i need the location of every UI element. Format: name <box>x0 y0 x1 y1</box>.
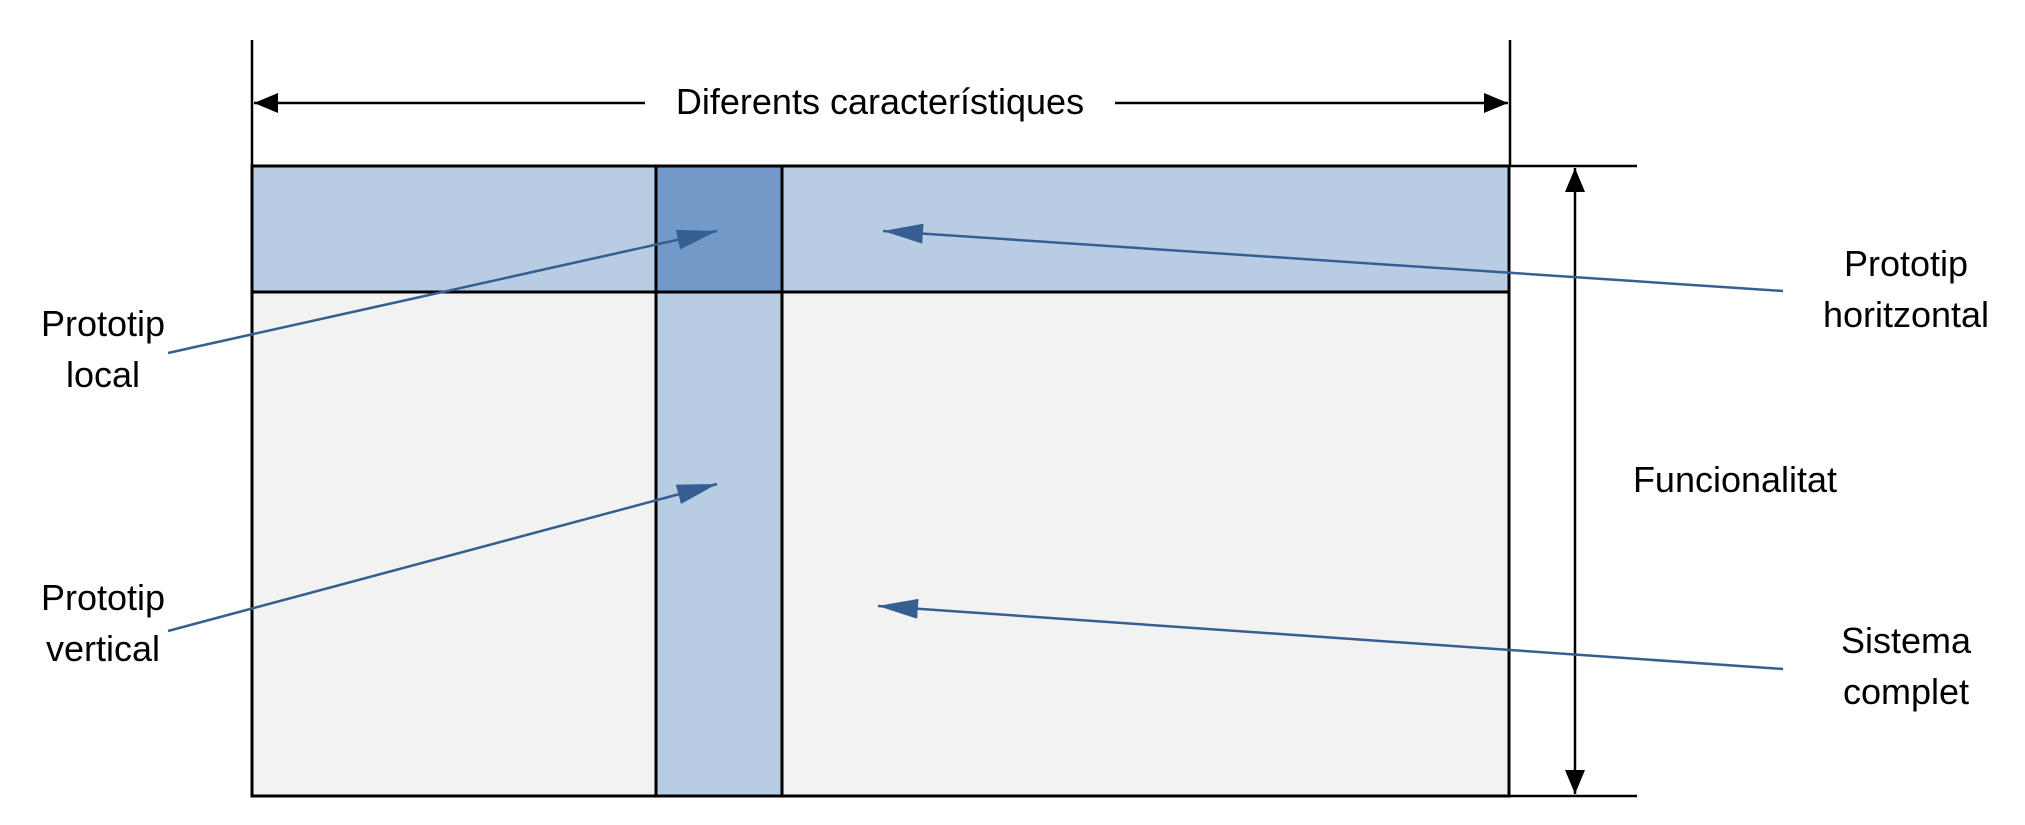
vertical-callout-arrow <box>167 482 718 633</box>
complete-label-line1: Sistema <box>1841 620 1972 661</box>
local-callout-arrow <box>167 229 718 355</box>
header-label: Diferents característiques <box>676 81 1084 122</box>
local-label-line2: local <box>66 354 140 395</box>
vertical-label-line1: Prototip <box>41 577 165 618</box>
horizontal-prototype-band <box>250 164 1511 294</box>
horizontal-callout-arrow <box>882 223 1784 293</box>
horizontal-label-line2: horitzontal <box>1823 294 1989 335</box>
complete-label-line2: complet <box>1843 671 1969 712</box>
local-prototype-cell <box>654 164 784 294</box>
horizontal-label-line1: Prototip <box>1844 243 1968 284</box>
functionality-label: Funcionalitat <box>1633 459 1837 500</box>
local-label-line1: Prototip <box>41 303 165 344</box>
vertical-label-line2: vertical <box>46 628 160 669</box>
complete-callout-arrow <box>877 598 1784 671</box>
